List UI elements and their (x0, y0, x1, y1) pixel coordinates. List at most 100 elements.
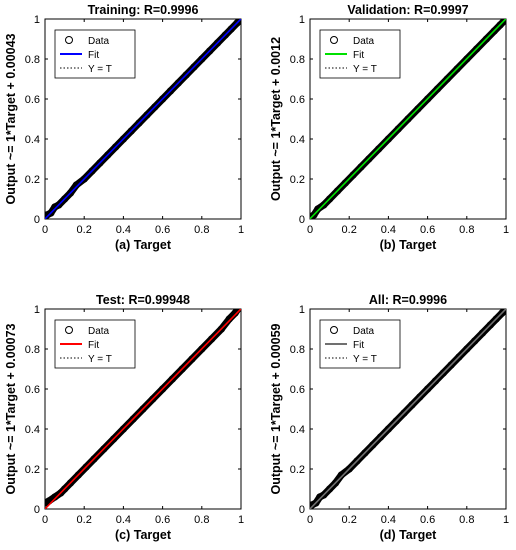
panel-1: 0 0.2 0.4 0.6 0.8 1 0 0.2 0.4 0.6 0.8 1 Validation: … (269, 3, 509, 252)
data-point (233, 19, 241, 27)
x-tick-label: 0.8 (194, 224, 209, 236)
data-point (119, 135, 128, 143)
data-point (158, 385, 167, 393)
legend-fit-label: Fit (88, 340, 99, 351)
legend-data-label: Data (88, 36, 110, 47)
data-point (320, 491, 328, 499)
y-tick-label: 1 (34, 304, 40, 316)
plot-content (310, 309, 506, 509)
data-point (100, 445, 108, 453)
y-tick-label: 0.2 (25, 174, 40, 186)
data-point (238, 302, 244, 308)
legend-identity-label: Y = T (353, 64, 377, 75)
y-tick-label: 0.8 (25, 344, 40, 356)
x-tick-label: 0.2 (77, 514, 92, 526)
y-tick-label: 0.2 (290, 464, 305, 476)
plot-content (45, 19, 241, 219)
fit-line (310, 19, 506, 219)
data-point (310, 213, 314, 219)
data-point (174, 79, 182, 87)
data-point (45, 211, 51, 219)
y-tick-label: 1 (34, 14, 40, 26)
legend: Data Fit Y = T (54, 29, 136, 79)
chart-title: Validation: R=0.9997 (347, 3, 468, 17)
legend: Data Fit Y = T (319, 29, 401, 79)
data-point (104, 151, 112, 159)
data-point (345, 465, 353, 473)
data-point (129, 415, 137, 423)
chart-title: All: R=0.9996 (369, 293, 447, 307)
y-tick-label: 0.6 (25, 94, 40, 106)
x-tick-label: 0.2 (342, 224, 357, 236)
data-point (227, 25, 235, 33)
data-point (463, 55, 471, 63)
data-point (384, 425, 393, 433)
data-point (443, 75, 451, 83)
data-point (88, 167, 96, 175)
data-point (492, 315, 500, 323)
x-tick-label: 0 (42, 224, 48, 236)
data-point (109, 435, 118, 443)
data-point (225, 315, 233, 323)
x-tick-label: 1 (503, 224, 509, 236)
data-point (66, 189, 75, 197)
x-tick-label: 0 (42, 514, 48, 526)
data-point (455, 353, 463, 361)
data-point (51, 203, 59, 211)
data-point (490, 27, 498, 35)
data-point (182, 71, 190, 79)
data-point (72, 181, 81, 189)
data-point (57, 489, 65, 497)
legend-data-marker (65, 326, 73, 334)
x-tick-label: 0.2 (77, 224, 92, 236)
data-point (143, 111, 151, 119)
y-tick-label: 0.4 (290, 424, 305, 436)
y-tick-label: 0.6 (290, 384, 305, 396)
legend-fit-label: Fit (88, 50, 99, 61)
data-point (400, 409, 408, 417)
x-tick-label: 0.4 (116, 224, 131, 236)
data-point (384, 135, 393, 143)
data-point (80, 175, 88, 183)
data-point (423, 95, 432, 103)
data-point (168, 375, 177, 383)
data-point (45, 213, 49, 219)
legend-data-label: Data (353, 326, 375, 337)
y-tick-label: 1 (299, 304, 305, 316)
data-point (198, 345, 206, 353)
legend-data-marker (65, 36, 73, 44)
x-tick-label: 0 (307, 514, 313, 526)
plot-content (45, 302, 244, 509)
fit-line (45, 309, 241, 509)
data-point (149, 395, 157, 403)
data-point (190, 63, 198, 71)
data-point (404, 115, 412, 123)
x-tick-label: 0.4 (381, 514, 396, 526)
x-axis-label: (c) Target (115, 528, 172, 542)
data-point (365, 155, 373, 163)
panel-2: 0 0.2 0.4 0.6 0.8 1 0 0.2 0.4 0.6 0.8 1 Test: R=0.99… (4, 293, 244, 542)
legend: Data Fit Y = T (319, 319, 401, 369)
data-point (198, 55, 206, 63)
data-point (447, 361, 455, 369)
legend-fit-label: Fit (353, 340, 364, 351)
chart-title: Training: R=0.9996 (88, 3, 199, 17)
data-point (376, 433, 385, 441)
panel-0: 0 0.2 0.4 0.6 0.8 1 0 0.2 0.4 0.6 0.8 1 Training: R=… (4, 3, 244, 252)
data-point (310, 503, 314, 509)
data-point (361, 449, 369, 457)
data-point (502, 19, 506, 23)
data-point (310, 501, 316, 509)
legend-data-marker (330, 36, 338, 44)
y-axis-label: Output ~= 1*Target + 0.0012 (269, 37, 283, 201)
data-point (482, 35, 491, 43)
data-point (431, 377, 440, 385)
x-tick-label: 0.8 (459, 224, 474, 236)
fit-line (310, 309, 506, 509)
data-point (496, 21, 504, 29)
data-point (333, 187, 342, 195)
data-point (325, 195, 334, 203)
y-tick-label: 0.2 (290, 174, 305, 186)
data-point (353, 457, 361, 465)
